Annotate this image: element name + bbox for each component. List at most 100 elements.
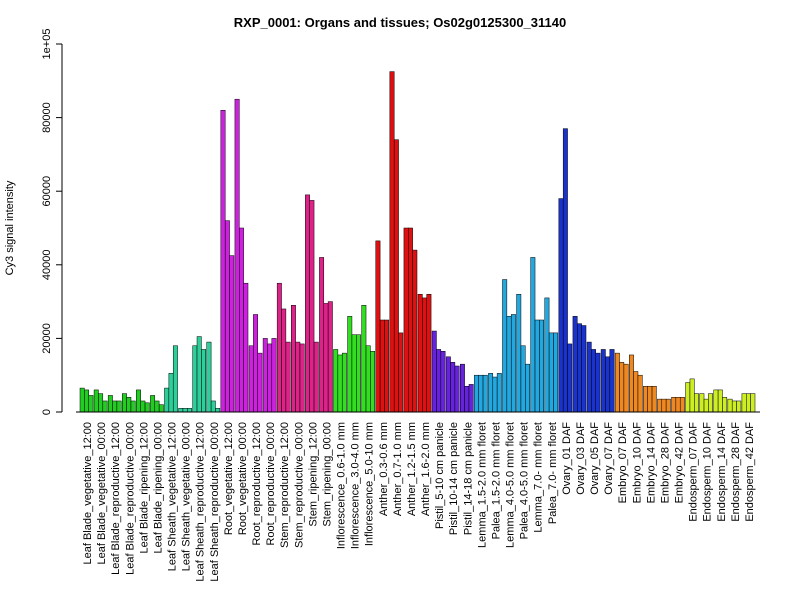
bar: [178, 408, 184, 413]
bar: [643, 385, 648, 413]
bar: [234, 98, 240, 413]
bar: [534, 319, 540, 413]
x-tick-label: Leaf Sheath_reproductive_00:00: [209, 422, 221, 582]
bar: [379, 319, 385, 413]
x-tick-label: Ovary_07 DAF: [603, 422, 615, 495]
bar: [675, 397, 681, 413]
bar: [201, 349, 206, 413]
x-tick-label: Embryo_07 DAF: [617, 422, 629, 504]
x-tick-label: Ovary_03 DAF: [575, 422, 587, 495]
bar: [164, 387, 170, 413]
bar: [365, 345, 371, 413]
bar: [619, 362, 625, 413]
bar: [136, 389, 141, 413]
bar: [417, 293, 423, 413]
x-tick-label: Stem_ripening_12:00: [307, 422, 319, 527]
bar: [253, 314, 258, 413]
bar: [516, 293, 522, 413]
bar: [661, 398, 667, 413]
bar: [356, 334, 361, 413]
bar: [384, 319, 390, 413]
bar: [657, 398, 663, 413]
bar: [741, 393, 747, 413]
bar: [220, 109, 226, 413]
x-tick-label: Stem_reproductive_12:00: [279, 422, 291, 548]
bar: [224, 220, 230, 413]
bar: [389, 71, 395, 413]
x-tick-label: Root_vegetative_12:00: [223, 422, 235, 535]
bar: [562, 128, 568, 413]
bar: [154, 400, 160, 413]
chart-title: RXP_0001: Organs and tissues; Os02g01253…: [234, 15, 566, 30]
x-tick-label: Pistil_14-18 cm panicle: [462, 422, 474, 535]
bar: [629, 354, 634, 413]
x-tick-label: Leaf Blade_vegetative_00:00: [96, 422, 108, 565]
bar: [746, 393, 751, 413]
bar: [567, 343, 573, 413]
x-tick-label: Embryo_14 DAF: [645, 422, 657, 504]
x-tick-label: Anther_0.3-0.6 mm: [378, 422, 390, 516]
bar: [122, 393, 127, 413]
bar: [126, 397, 132, 413]
bars-group: [79, 71, 756, 413]
bar: [525, 363, 530, 413]
bar: [172, 345, 178, 413]
x-tick-label: Embryo_42 DAF: [674, 422, 686, 504]
bar: [79, 387, 85, 413]
x-axis-labels: Leaf Blade_vegetative_12:00 Leaf Blade_ve…: [82, 422, 756, 582]
bar: [581, 325, 587, 413]
bar: [291, 305, 296, 413]
bar: [130, 400, 136, 413]
x-tick-label: Lemma_1.5-2.0 mm floret: [476, 422, 488, 548]
bar: [488, 373, 494, 413]
x-tick-label: Palea_7.0- mm floret: [547, 422, 559, 524]
bar: [736, 400, 742, 413]
bar: [558, 198, 564, 413]
bar: [229, 255, 235, 413]
bar: [510, 314, 516, 413]
bar: [460, 363, 465, 413]
bar: [112, 400, 118, 413]
bar: [426, 293, 432, 413]
bar: [206, 341, 212, 413]
bar: [572, 316, 578, 413]
bar: [539, 319, 545, 413]
bar: [679, 397, 685, 413]
bar: [577, 323, 582, 413]
x-tick-label: Endosperm_10 DAF: [702, 422, 714, 522]
bar: [605, 356, 611, 413]
bar: [182, 408, 188, 413]
x-tick-label: Leaf Blade_ripening_00:00: [152, 422, 164, 554]
y-axis: 0 20000 40000 60000 80000 1e+05: [41, 29, 63, 415]
bar: [502, 279, 508, 413]
x-tick-label: Pistil_10-14 cm panicle: [448, 422, 460, 535]
bar: [553, 332, 559, 413]
x-tick-label: Root_reproductive_12:00: [251, 422, 263, 546]
bar: [445, 356, 451, 413]
bar: [530, 257, 536, 413]
bar: [703, 398, 709, 413]
x-tick-label: Leaf Blade_reproductive_12:00: [110, 422, 122, 575]
bar: [685, 382, 691, 413]
x-tick-label: Endosperm_28 DAF: [730, 422, 742, 522]
x-tick-label: Embryo_10 DAF: [631, 422, 643, 504]
x-tick-label: Leaf Blade_vegetative_12:00: [82, 422, 94, 565]
x-tick-label: Palea_1.5-2.0 mm floret: [490, 422, 502, 539]
bar: [637, 374, 643, 413]
x-tick-label: Lemma_7.0- mm floret: [533, 422, 545, 533]
bar: [412, 249, 418, 413]
bar: [727, 398, 733, 413]
x-tick-label: Ovary_05 DAF: [589, 422, 601, 495]
x-tick-label: Inflorescence_3.0-4.0 mm: [350, 422, 362, 549]
bar: [281, 308, 287, 413]
bar: [454, 365, 460, 413]
bar: [337, 354, 343, 413]
bar: [450, 362, 456, 413]
bar: [239, 227, 244, 413]
bar: [341, 352, 347, 413]
bar: [651, 385, 657, 413]
bar: [436, 349, 442, 413]
y-tick-label: 20000: [41, 323, 53, 354]
bar: [116, 400, 122, 413]
